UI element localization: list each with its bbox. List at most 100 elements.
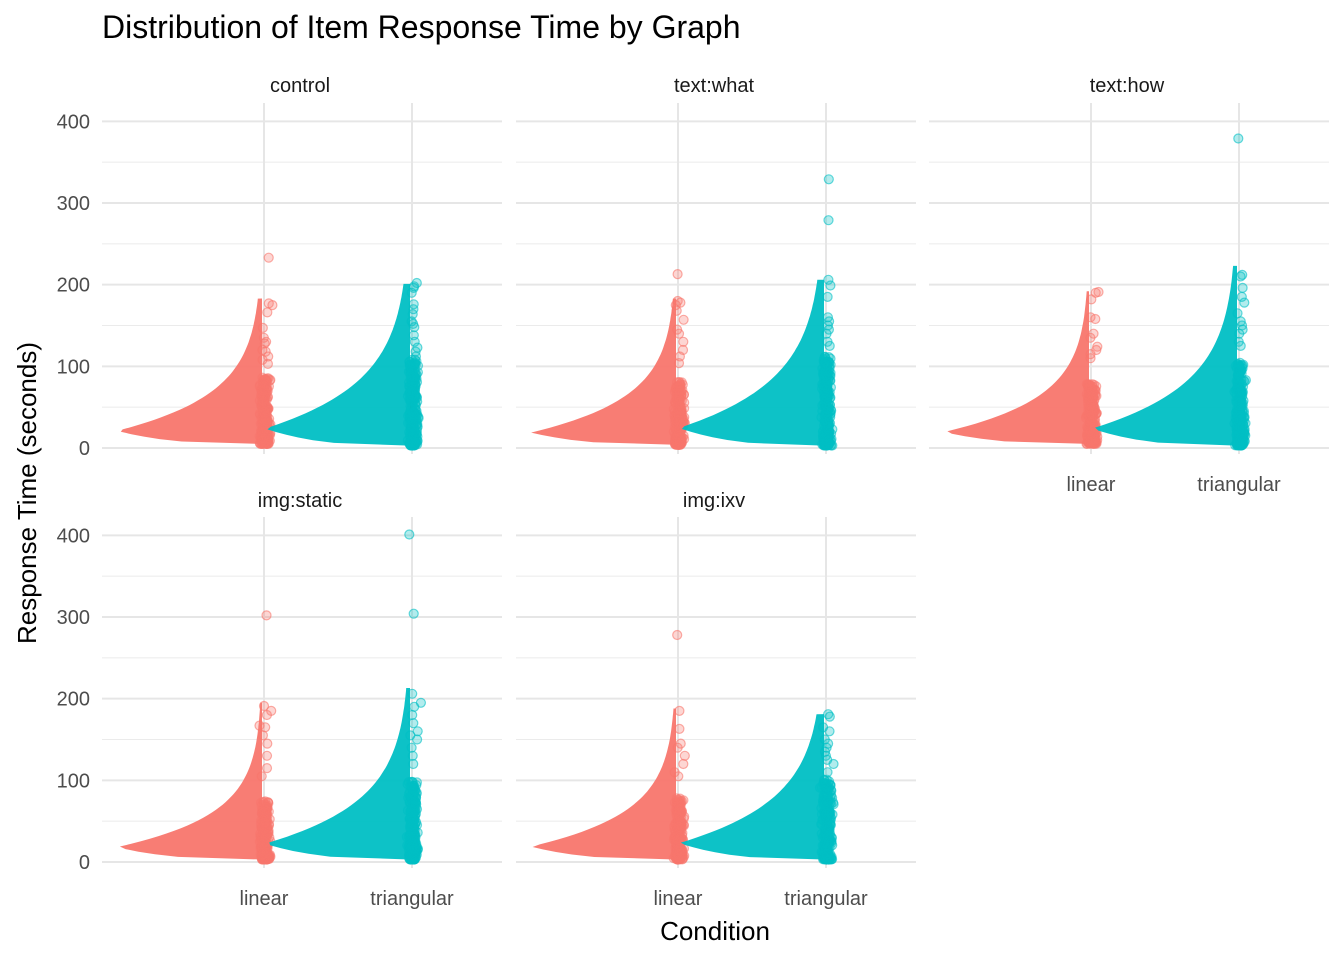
y-tick-label: 0 [79, 438, 90, 460]
data-point [822, 832, 833, 843]
points-linear [254, 252, 278, 449]
data-point [409, 374, 421, 385]
outlier-point [409, 701, 420, 712]
data-point [259, 414, 270, 425]
data-point [675, 381, 686, 392]
outlier-point [404, 529, 415, 540]
data-point [678, 403, 690, 414]
outlier-point [407, 309, 418, 320]
outlier-point [1237, 282, 1248, 293]
outlier-point [408, 608, 419, 619]
outlier-point [410, 351, 421, 362]
data-point [256, 396, 267, 407]
data-point [409, 416, 420, 427]
data-point [1087, 430, 1098, 441]
outlier-point [672, 742, 683, 753]
data-point [821, 394, 832, 406]
outlier-point [824, 340, 835, 351]
x-tick-label: triangular [370, 888, 454, 910]
y-tick-label: 300 [57, 607, 90, 629]
data-point [1082, 392, 1094, 403]
outlier-point [824, 726, 835, 737]
data-point [672, 432, 683, 443]
outlier-point [1085, 332, 1096, 343]
data-point [260, 374, 271, 385]
data-point [820, 356, 831, 367]
data-point [672, 845, 683, 856]
outlier-point [1086, 294, 1097, 305]
data-point [818, 851, 830, 862]
panel-control: control 0 100 200 300 400 [57, 75, 502, 460]
violin-triangular [680, 714, 824, 860]
outlier-point [261, 750, 273, 761]
outlier-point [822, 291, 833, 302]
data-point [404, 821, 415, 832]
outlier-point [261, 762, 273, 774]
data-point [258, 426, 269, 437]
data-point [821, 439, 832, 450]
outlier-point [672, 629, 683, 641]
panel-strip-label: img:ixv [683, 490, 745, 512]
violin-triangular [267, 283, 410, 446]
data-point [821, 382, 833, 393]
outlier-point [824, 711, 835, 722]
data-point [261, 436, 272, 447]
data-point [821, 372, 832, 383]
panel-img-ixv: img:ixv linear triangular [516, 490, 916, 910]
violin-triangular [269, 688, 410, 860]
data-point [825, 428, 837, 439]
panel-text-what: text:what [516, 75, 916, 454]
violin-triangular [1095, 265, 1237, 446]
data-point [408, 847, 419, 858]
y-tick-label: 400 [57, 525, 90, 547]
outlier-point [261, 610, 272, 621]
y-tick-label: 400 [57, 111, 90, 133]
y-tick-label: 200 [57, 275, 90, 297]
data-point [1237, 423, 1248, 434]
outlier-point [678, 758, 689, 770]
data-point [825, 815, 836, 826]
y-tick-label: 100 [57, 356, 90, 378]
outlier-point [825, 280, 836, 291]
outlier-point [679, 750, 690, 761]
data-point [408, 800, 419, 811]
outlier-point [822, 767, 833, 778]
outlier-point [262, 358, 273, 369]
outlier-point [407, 709, 418, 721]
data-point [1084, 379, 1095, 390]
data-point [408, 384, 419, 396]
outlier-point [674, 705, 685, 717]
data-point [671, 808, 682, 819]
violin-triangular [681, 279, 824, 446]
outlier-point [823, 174, 834, 185]
violin-linear [947, 291, 1089, 444]
violin-linear [120, 298, 262, 444]
violin-linear [531, 298, 676, 445]
y-tick-label: 300 [57, 193, 90, 215]
data-point [259, 407, 270, 418]
outlier-point [1239, 297, 1250, 308]
outlier-point [408, 718, 419, 729]
outlier-point [257, 730, 268, 741]
data-point [672, 395, 683, 406]
x-tick-label: triangular [784, 888, 868, 910]
y-tick-label: 100 [57, 770, 90, 792]
data-point [411, 429, 422, 440]
outlier-point [828, 758, 839, 770]
outlier-point [673, 358, 685, 369]
data-point [1235, 386, 1247, 397]
data-point [671, 415, 683, 426]
outlier-point [673, 771, 684, 782]
panel-strip-label: img:static [258, 490, 342, 512]
outlier-point [1233, 133, 1244, 144]
data-point [1234, 369, 1245, 380]
data-point [673, 821, 684, 833]
data-point [1088, 412, 1099, 423]
data-point [258, 383, 269, 394]
outlier-point [262, 307, 273, 318]
outlier-point [1090, 313, 1101, 325]
outlier-point [1085, 353, 1096, 364]
points-triangular [402, 277, 424, 451]
x-axis-title: Condition [660, 916, 770, 946]
